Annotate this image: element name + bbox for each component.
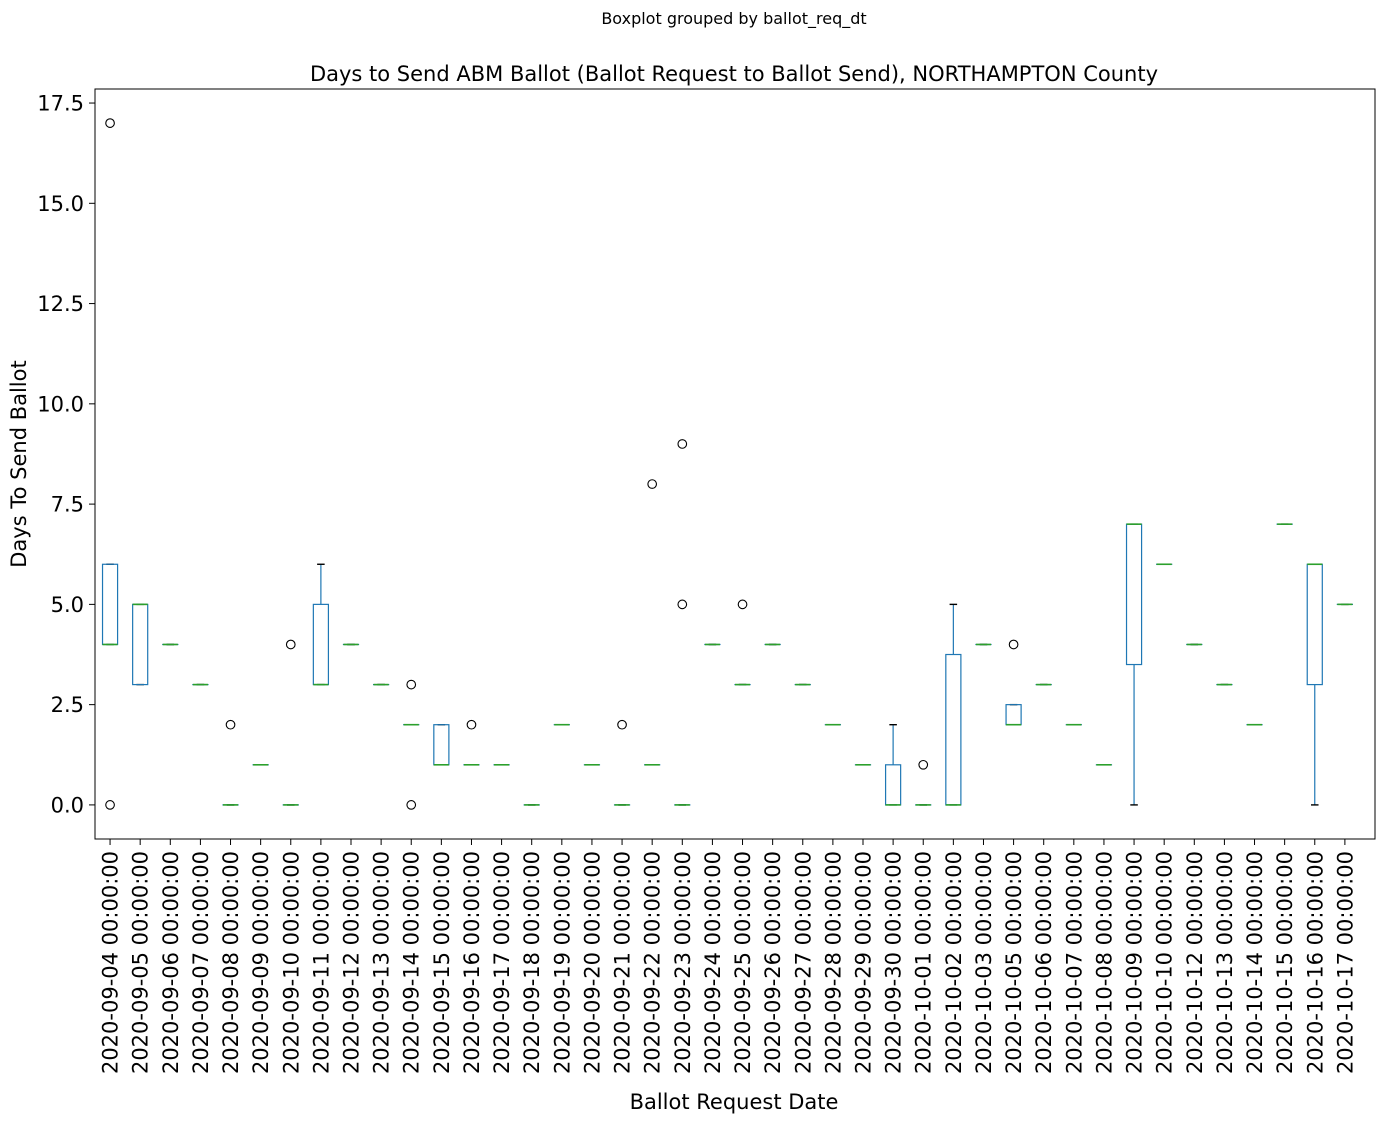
box-group [101,118,119,810]
outlier-point [285,639,296,650]
x-tick-label: 2020-10-01 00:00:00 [912,851,936,1074]
box-group [433,723,450,766]
x-tick-label: 2020-10-14 00:00:00 [1243,851,1267,1074]
x-tick-label: 2020-10-12 00:00:00 [1183,851,1207,1074]
y-tick-label: 10.0 [37,392,84,416]
x-tick-label: 2020-09-16 00:00:00 [460,851,484,1074]
x-tick-label: 2020-10-13 00:00:00 [1213,851,1237,1074]
y-axis: 0.0 2.5 5.0 7.5 10.0 12.5 15.0 17.5 [37,92,95,817]
x-tick-label: 2020-09-05 00:00:00 [129,851,153,1074]
x-tick-label: 2020-09-23 00:00:00 [671,851,695,1074]
outlier-point [737,599,748,610]
x-tick-label: 2020-09-20 00:00:00 [580,851,604,1074]
x-tick-label: 2020-09-15 00:00:00 [430,851,454,1074]
box-group [915,759,932,806]
box-group [1125,523,1143,806]
box-group [312,563,330,686]
outlier-point [677,599,688,610]
y-tick-label: 17.5 [37,92,84,116]
x-tick-label: 2020-10-08 00:00:00 [1092,851,1116,1074]
x-tick-label: 2020-09-28 00:00:00 [821,851,845,1074]
box-group [644,479,661,766]
box-group [734,599,751,686]
x-tick-label: 2020-10-15 00:00:00 [1273,851,1297,1074]
outlier-point [617,719,627,730]
x-tick-label: 2020-09-17 00:00:00 [490,851,514,1074]
x-tick-label: 2020-09-29 00:00:00 [852,851,876,1074]
outlier-point [406,800,417,810]
y-tick-label: 12.5 [37,292,84,316]
x-tick-label: 2020-09-21 00:00:00 [611,851,635,1074]
chart-title: Days to Send ABM Ballot (Ballot Request … [310,62,1158,86]
x-tick-label: 2020-09-13 00:00:00 [370,851,394,1074]
y-axis-label: Days To Send Ballot [7,360,31,567]
x-tick-label: 2020-09-09 00:00:00 [249,851,273,1074]
y-tick-label: 5.0 [51,593,84,617]
y-tick-label: 7.5 [51,493,84,517]
x-tick-label: 2020-09-24 00:00:00 [701,851,725,1074]
x-tick-label: 2020-09-08 00:00:00 [219,851,243,1074]
outlier-point [677,439,688,449]
box-group [1005,639,1022,726]
x-tick-label: 2020-09-11 00:00:00 [309,851,333,1074]
x-tick-label: 2020-10-07 00:00:00 [1062,851,1086,1074]
box-group [463,719,480,766]
x-axis-label: Ballot Request Date [630,1090,839,1114]
outlier-point [466,719,477,730]
x-tick-label: 2020-10-03 00:00:00 [972,851,996,1074]
y-tick-label: 0.0 [51,793,84,817]
outlier-point [105,118,115,128]
x-tick-label: 2020-09-27 00:00:00 [791,851,815,1074]
box-group [613,719,631,806]
box-group [674,439,691,806]
box-group [1306,563,1323,806]
plot-frame [94,88,1376,840]
chart-suptitle: Boxplot grouped by ballot_req_dt [601,9,866,29]
outlier-point [918,759,929,770]
plot-area [101,118,1354,810]
x-tick-label: 2020-09-19 00:00:00 [550,851,574,1074]
x-tick-label: 2020-09-04 00:00:00 [99,851,123,1074]
box-group [945,603,962,806]
x-tick-label: 2020-09-30 00:00:00 [882,851,906,1074]
y-tick-label: 2.5 [51,693,84,717]
box-group [884,723,902,806]
x-tick-label: 2020-09-07 00:00:00 [189,851,213,1074]
outlier-point [105,800,115,810]
x-tick-label: 2020-09-14 00:00:00 [400,851,424,1074]
x-tick-label: 2020-10-09 00:00:00 [1123,851,1147,1074]
x-tick-label: 2020-10-10 00:00:00 [1153,851,1177,1074]
box-group [282,639,299,806]
box-group [132,603,149,686]
x-tick-label: 2020-09-22 00:00:00 [641,851,665,1074]
x-axis: 2020-09-04 00:00:00 2020-09-05 00:00:00 20… [99,839,1357,1074]
outlier-point [406,679,417,690]
x-tick-label: 2020-09-18 00:00:00 [520,851,544,1074]
x-tick-label: 2020-10-16 00:00:00 [1303,851,1327,1074]
x-tick-label: 2020-09-25 00:00:00 [731,851,755,1074]
x-tick-label: 2020-09-10 00:00:00 [279,851,303,1074]
x-tick-label: 2020-10-06 00:00:00 [1032,851,1056,1074]
x-tick-label: 2020-09-12 00:00:00 [340,851,364,1074]
x-tick-label: 2020-09-26 00:00:00 [761,851,785,1074]
outlier-point [647,479,658,489]
x-tick-label: 2020-10-02 00:00:00 [942,851,966,1074]
x-tick-label: 2020-10-17 00:00:00 [1333,851,1357,1074]
box-group [403,679,420,810]
y-tick-label: 15.0 [37,192,84,216]
outlier-point [1008,639,1019,650]
x-tick-label: 2020-10-05 00:00:00 [1002,851,1026,1074]
outlier-point [225,719,236,730]
box-group [222,719,239,806]
x-tick-label: 2020-09-06 00:00:00 [159,851,183,1074]
